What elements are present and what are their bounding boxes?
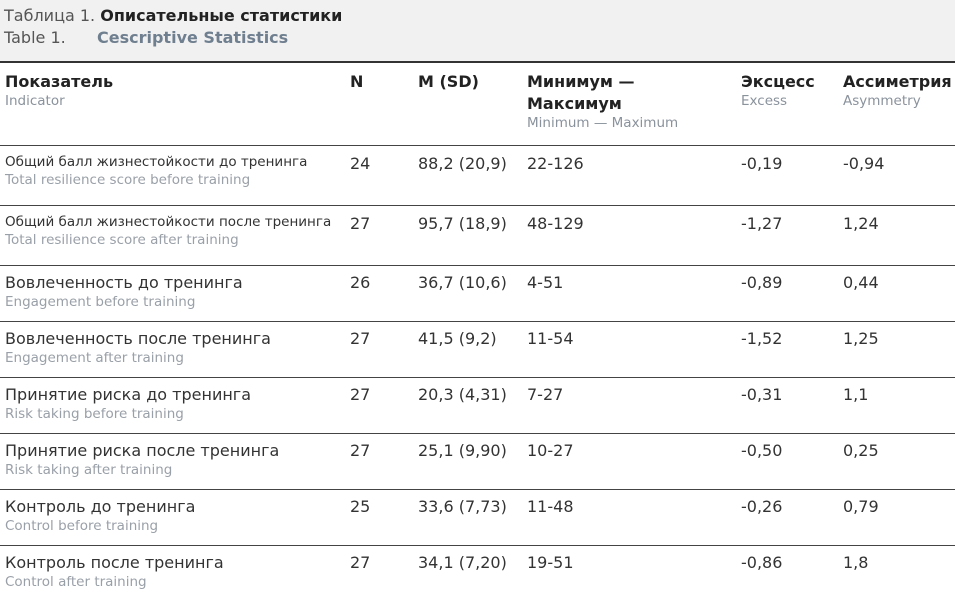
range-cell: 48-129	[527, 214, 584, 233]
msd-cell: 41,5 (9,2)	[418, 329, 497, 348]
msd-cell: 20,3 (4,31)	[418, 385, 507, 404]
table-header: Показатель Indicator N M (SD) Минимум — М…	[0, 63, 955, 146]
excess-cell: -0,19	[741, 154, 783, 173]
msd-cell: 88,2 (20,9)	[418, 154, 507, 173]
indicator-en: Risk taking before training	[5, 406, 184, 422]
header-range: Минимум — Максимум Minimum — Maximum	[527, 71, 679, 131]
n-cell: 27	[350, 385, 371, 404]
caption-ru-prefix: Таблица 1.	[4, 6, 96, 25]
header-asymmetry: Ассиметрия Asymmetry	[843, 71, 952, 109]
excess-cell: -0,26	[741, 497, 783, 516]
caption-ru: Таблица 1. Описательные статистики	[4, 6, 342, 25]
header-en: Excess	[741, 93, 788, 109]
n-cell: 27	[350, 214, 371, 233]
indicator-ru: Общий балл жизнестойкости после тренинга	[5, 214, 332, 230]
asymmetry-cell: 0,79	[843, 497, 879, 516]
header-en: Asymmetry	[843, 93, 921, 109]
indicator-en: Control after training	[5, 574, 147, 590]
indicator-cell: Вовлеченность до тренинга Engagement bef…	[5, 273, 243, 310]
n-cell: 25	[350, 497, 371, 516]
excess-cell: -1,52	[741, 329, 783, 348]
table-row: Вовлеченность после тренинга Engagement …	[0, 322, 955, 378]
indicator-cell: Общий балл жизнестойкости после тренинга…	[5, 214, 331, 248]
indicator-en: Control before training	[5, 518, 159, 534]
header-ru: Эксцесс	[741, 72, 815, 91]
indicator-ru: Принятие риска после тренинга	[5, 441, 280, 460]
asymmetry-cell: 1,25	[843, 329, 879, 348]
table-row: Общий балл жизнестойкости до тренинга To…	[0, 146, 955, 206]
table-row: Контроль до тренинга Control before trai…	[0, 490, 955, 546]
asymmetry-cell: 1,24	[843, 214, 879, 233]
header-ru: N	[350, 72, 364, 91]
msd-cell: 95,7 (18,9)	[418, 214, 507, 233]
asymmetry-cell: 1,1	[843, 385, 869, 404]
indicator-ru: Вовлеченность до тренинга	[5, 273, 243, 292]
indicator-cell: Контроль после тренинга Control after tr…	[5, 553, 224, 590]
range-cell: 22-126	[527, 154, 584, 173]
n-cell: 26	[350, 273, 371, 292]
header-ru: Минимум — Максимум	[527, 72, 635, 113]
header-excess: Эксцесс Excess	[741, 71, 815, 109]
header-indicator: Показатель Indicator	[5, 71, 113, 109]
excess-cell: -0,31	[741, 385, 783, 404]
indicator-en: Engagement before training	[5, 294, 196, 310]
asymmetry-cell: 0,25	[843, 441, 879, 460]
indicator-ru: Общий балл жизнестойкости до тренинга	[5, 154, 308, 170]
n-cell: 24	[350, 154, 371, 173]
msd-cell: 36,7 (10,6)	[418, 273, 507, 292]
header-n: N	[350, 71, 363, 93]
range-cell: 11-48	[527, 497, 574, 516]
table-row: Общий балл жизнестойкости после тренинга…	[0, 206, 955, 266]
n-cell: 27	[350, 329, 371, 348]
caption-en-prefix: Table 1.	[4, 28, 66, 47]
range-cell: 19-51	[527, 553, 574, 572]
indicator-en: Total resilience score before training	[5, 172, 251, 188]
header-ru: Показатель	[5, 72, 114, 91]
indicator-ru: Принятие риска до тренинга	[5, 385, 252, 404]
range-cell: 7-27	[527, 385, 564, 404]
excess-cell: -0,89	[741, 273, 783, 292]
header-ru: M (SD)	[418, 72, 479, 91]
indicator-ru: Контроль после тренинга	[5, 553, 224, 572]
indicator-en: Total resilience score after training	[5, 232, 239, 248]
excess-cell: -0,50	[741, 441, 783, 460]
indicator-ru: Контроль до тренинга	[5, 497, 196, 516]
indicator-cell: Принятие риска после тренинга Risk takin…	[5, 441, 279, 478]
range-cell: 4-51	[527, 273, 564, 292]
indicator-en: Engagement after training	[5, 350, 184, 366]
asymmetry-cell: -0,94	[843, 154, 885, 173]
n-cell: 27	[350, 441, 371, 460]
asymmetry-cell: 1,8	[843, 553, 869, 572]
caption-en-title: Cescriptive Statistics	[97, 28, 289, 47]
indicator-cell: Общий балл жизнестойкости до тренинга To…	[5, 154, 307, 188]
table-caption: Таблица 1. Описательные статистики Table…	[0, 0, 955, 63]
range-cell: 10-27	[527, 441, 574, 460]
range-cell: 11-54	[527, 329, 574, 348]
excess-cell: -1,27	[741, 214, 783, 233]
header-ru: Ассиметрия	[843, 72, 952, 91]
msd-cell: 33,6 (7,73)	[418, 497, 507, 516]
table-row: Вовлеченность до тренинга Engagement bef…	[0, 266, 955, 322]
n-cell: 27	[350, 553, 371, 572]
indicator-cell: Контроль до тренинга Control before trai…	[5, 497, 195, 534]
msd-cell: 34,1 (7,20)	[418, 553, 507, 572]
indicator-ru: Вовлеченность после тренинга	[5, 329, 271, 348]
table-row: Принятие риска до тренинга Risk taking b…	[0, 378, 955, 434]
table-row: Принятие риска после тренинга Risk takin…	[0, 434, 955, 490]
asymmetry-cell: 0,44	[843, 273, 879, 292]
msd-cell: 25,1 (9,90)	[418, 441, 507, 460]
indicator-en: Risk taking after training	[5, 462, 173, 478]
caption-en: Table 1. Cescriptive Statistics	[4, 28, 288, 47]
header-en: Indicator	[5, 93, 65, 109]
indicator-cell: Принятие риска до тренинга Risk taking b…	[5, 385, 251, 422]
header-en: Minimum — Maximum	[527, 115, 679, 131]
caption-ru-title: Описательные статистики	[100, 6, 343, 25]
indicator-cell: Вовлеченность после тренинга Engagement …	[5, 329, 271, 366]
excess-cell: -0,86	[741, 553, 783, 572]
header-msd: M (SD)	[418, 71, 479, 93]
table-row: Контроль после тренинга Control after tr…	[0, 546, 955, 600]
